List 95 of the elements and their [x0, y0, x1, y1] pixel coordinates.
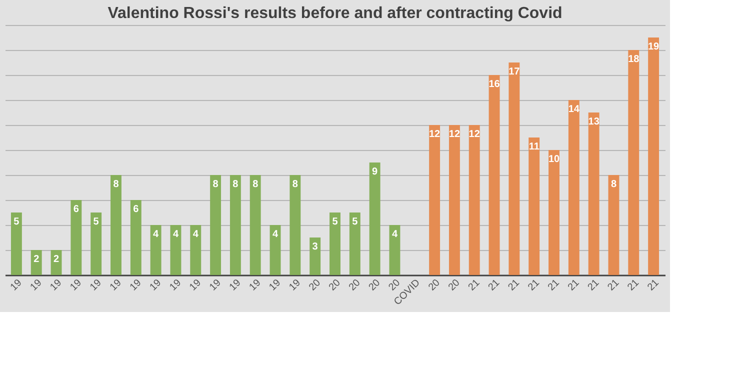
data-label: 11: [528, 142, 540, 152]
data-label: 2: [53, 254, 60, 265]
bar: [90, 212, 102, 275]
bar: [110, 175, 122, 275]
bar: [70, 200, 82, 275]
x-tick-label: 19: [108, 277, 124, 294]
x-tick-label: 19: [168, 277, 184, 294]
data-label: 9: [372, 166, 378, 178]
x-tick-label: 20: [366, 277, 383, 294]
x-tick-label: 19: [188, 277, 204, 294]
x-tick-label: 21: [566, 277, 582, 294]
data-label: 12: [448, 129, 460, 140]
data-label: 8: [232, 179, 239, 190]
data-label: 16: [488, 79, 500, 90]
x-tick-label: 19: [88, 277, 104, 294]
bar: [468, 125, 480, 275]
data-label: 5: [332, 216, 338, 228]
data-label: 8: [252, 179, 259, 190]
bar: [528, 138, 540, 275]
bar: [310, 238, 321, 275]
data-label: 12: [468, 129, 480, 140]
bar: [330, 212, 340, 275]
x-tick-label: 21: [526, 277, 542, 294]
x-tick-label: 19: [8, 277, 25, 294]
x-tick-label: 20: [426, 277, 443, 294]
bar: [508, 62, 520, 275]
bar: [10, 212, 22, 275]
bar: [270, 225, 281, 275]
x-tick-label: 21: [606, 277, 622, 294]
data-label: 4: [392, 229, 398, 240]
bar: [628, 50, 640, 275]
bar: [130, 200, 142, 275]
bar: [230, 175, 241, 275]
bar: [250, 175, 261, 275]
data-label: 4: [192, 229, 199, 240]
bar: [608, 175, 620, 275]
x-tick-label: 20: [446, 277, 463, 294]
x-tick-label: 21: [506, 277, 522, 294]
x-tick-label: 21: [466, 277, 482, 294]
x-tick-label: 21: [546, 277, 562, 294]
bar: [389, 225, 400, 275]
x-tick-label: 19: [267, 277, 284, 294]
bar: [349, 212, 360, 275]
data-label: 14: [568, 104, 580, 115]
bar: [369, 162, 380, 275]
data-label: 2: [34, 254, 40, 265]
data-label: 18: [628, 54, 640, 65]
x-tick-label: 19: [28, 277, 44, 294]
data-label: 8: [292, 179, 298, 190]
data-label: 13: [588, 116, 600, 128]
data-label: 8: [610, 179, 617, 190]
data-label: 3: [312, 242, 318, 252]
data-label: 5: [14, 216, 20, 228]
data-label: 10: [548, 154, 560, 165]
x-tick-label: 21: [586, 277, 602, 294]
bar: [150, 225, 162, 275]
data-label: 5: [93, 216, 100, 228]
x-tick-label: 20: [327, 277, 344, 294]
bar: [170, 225, 182, 275]
bar: [290, 175, 301, 275]
x-tick-label: 19: [48, 277, 64, 294]
x-tick-label: 21: [626, 277, 642, 294]
bar: [588, 112, 600, 275]
chart-title: Valentino Rossi's results before and after contracting Covid: [108, 5, 562, 22]
bar: [190, 225, 202, 275]
x-tick-label: 20: [347, 277, 363, 294]
data-label: 8: [113, 179, 120, 190]
data-label: 17: [508, 66, 520, 78]
x-tick-label: 19: [148, 277, 164, 294]
x-tick-label: 19: [68, 277, 84, 294]
x-tick-label: 20: [307, 277, 324, 294]
bar: [30, 250, 42, 275]
data-label: 5: [352, 216, 358, 228]
x-tick-label: 19: [247, 277, 264, 294]
x-tick-label: 21: [486, 277, 502, 294]
data-label: 19: [648, 42, 660, 52]
data-label: 4: [153, 229, 160, 240]
x-tick-label: 19: [128, 277, 144, 294]
bar: [448, 125, 460, 275]
bar: [210, 175, 222, 275]
data-label: 6: [133, 204, 140, 215]
bar: [429, 125, 440, 275]
bar: [548, 150, 560, 275]
bar: [488, 75, 500, 275]
bar: [648, 38, 660, 275]
data-label: 8: [212, 179, 219, 190]
data-label: 12: [428, 129, 441, 140]
x-tick-label: 19: [208, 277, 224, 294]
x-tick-label: 21: [646, 277, 662, 294]
x-tick-label: 19: [287, 277, 304, 294]
bar: [568, 100, 580, 275]
x-tick-label: 19: [228, 277, 244, 294]
data-label: 6: [73, 204, 80, 215]
data-label: 4: [272, 229, 278, 240]
data-label: 4: [172, 229, 179, 240]
